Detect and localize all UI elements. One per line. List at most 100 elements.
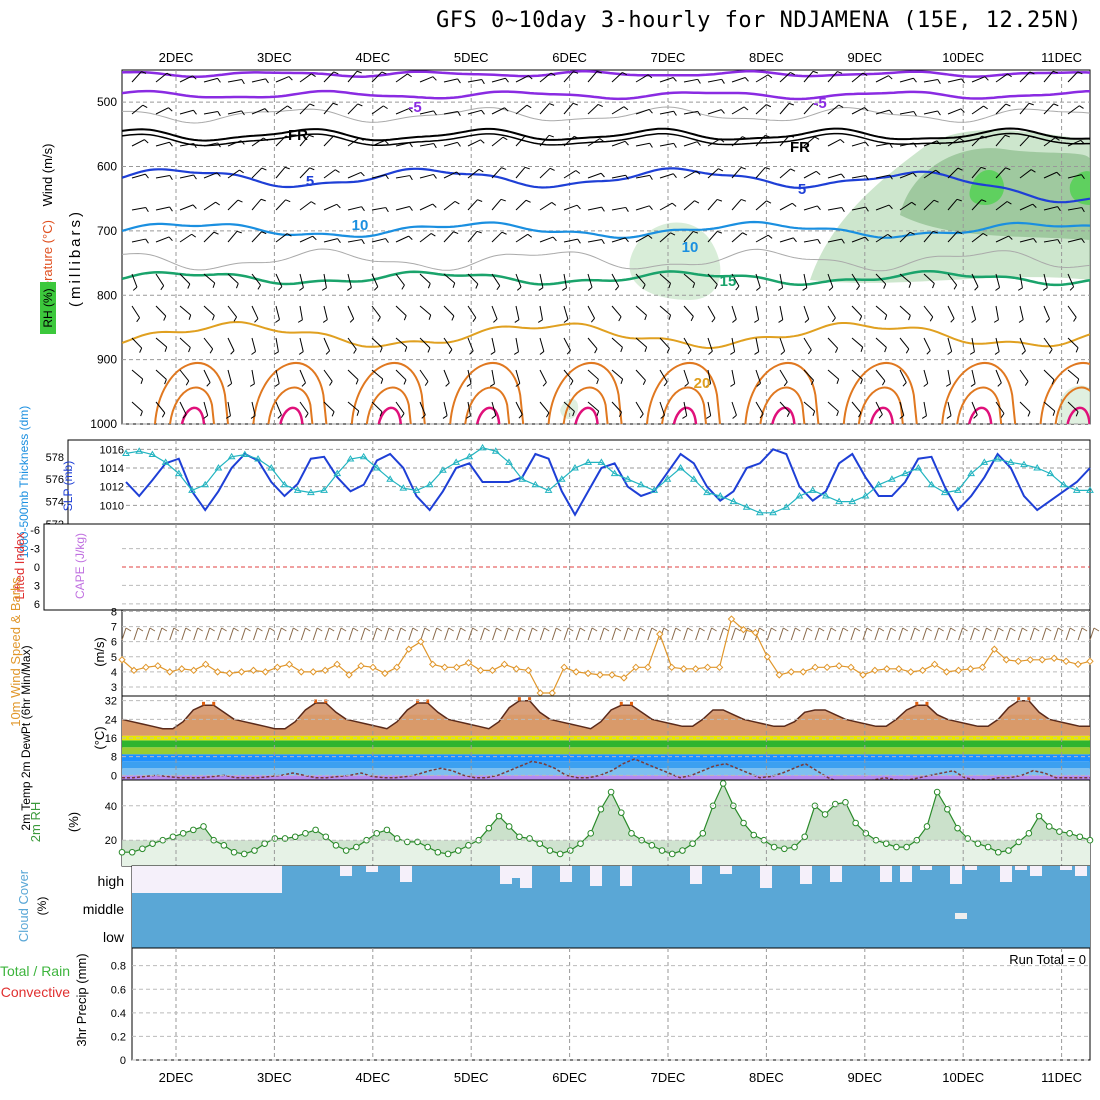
wind10-barb <box>133 627 139 641</box>
wind-barb-flag <box>309 103 315 107</box>
wind-barb-flag <box>625 207 629 212</box>
wind10-barb <box>778 627 784 641</box>
contour-5 <box>122 167 1090 204</box>
wind-barb <box>419 173 434 179</box>
wind-barb <box>875 401 883 415</box>
wind-barb <box>467 230 478 243</box>
upper-tick-label: 800 <box>97 288 117 302</box>
wind10-marker <box>632 663 640 672</box>
wind-barb <box>395 108 410 115</box>
wind-barb-flag <box>744 77 749 82</box>
contour-label: FR <box>790 139 810 156</box>
wind-barb-flag <box>452 282 456 288</box>
contour-25 <box>449 362 525 424</box>
wind-barb <box>779 135 790 147</box>
wind-barb <box>515 337 519 352</box>
wind-barb-flag <box>442 415 448 419</box>
wind-barb <box>299 273 304 288</box>
bottom-day-label: 4DEC <box>355 1070 390 1085</box>
wind10-barb-flag <box>854 627 861 632</box>
wind-barb-flag <box>790 168 796 172</box>
wind-barb <box>971 135 983 147</box>
wind-barb <box>755 234 769 243</box>
wind-barb-flag <box>216 172 221 177</box>
wind-barb <box>851 273 860 287</box>
contour-label: FR <box>288 127 308 144</box>
thickness-marker <box>769 508 777 516</box>
wind-barb-flag <box>969 351 975 355</box>
wind10-barb-flag <box>902 627 909 632</box>
wind10-marker <box>584 669 592 678</box>
wind-barb-flag <box>475 283 479 289</box>
wind-barb <box>947 78 962 83</box>
wind-barb-flag <box>265 78 269 84</box>
wind-barb <box>491 231 503 243</box>
contour-30 <box>365 386 412 424</box>
cloud-high-gap <box>965 866 977 870</box>
wind-barb <box>539 72 552 83</box>
wind-barb-flag <box>239 169 244 174</box>
wind-barb-flag <box>182 414 187 419</box>
wind-barb-flag <box>491 415 497 419</box>
wind-barb-flag <box>788 102 794 106</box>
wind10-barb-flag <box>508 627 514 632</box>
wind-barb <box>635 142 650 147</box>
wind10-barb-flag <box>448 627 454 632</box>
wind-barb <box>995 167 1006 179</box>
contour-minus5 <box>122 89 1090 101</box>
wind-barb-flag <box>140 378 144 384</box>
wind-barb-flag <box>525 135 531 138</box>
wind-barb <box>683 170 697 179</box>
wind-barb-flag <box>401 284 405 290</box>
wind10-marker <box>715 663 724 672</box>
upper-tick-label: 1000 <box>90 417 117 431</box>
wind-barb-flag <box>982 232 988 237</box>
cloud-high-gap <box>1030 866 1042 876</box>
wind-barb <box>611 206 626 211</box>
wind-barb-flag <box>933 199 939 203</box>
wind10-marker <box>154 662 162 670</box>
wind-barb-flag <box>708 350 713 355</box>
wind-barb-flag <box>663 381 668 387</box>
rh-marker <box>984 843 992 851</box>
wind10-barb-flag <box>1057 627 1064 632</box>
wind-barb <box>155 273 165 286</box>
wind-barb-flag <box>168 107 173 112</box>
wind-barb-flag <box>624 237 629 243</box>
rh-marker <box>291 833 299 841</box>
wind-barb <box>611 72 623 83</box>
thickness-marker <box>967 469 976 477</box>
wind-barb <box>251 198 262 211</box>
wind-barb-flag <box>1054 137 1060 141</box>
slp-frame <box>67 439 1091 525</box>
wind-barb <box>971 273 979 287</box>
wind-barb <box>923 140 938 147</box>
wind-barb <box>419 337 431 349</box>
wind-barb-flag <box>552 236 557 242</box>
wind10-barb <box>456 627 462 641</box>
thickness-marker <box>808 486 817 493</box>
wind-barb <box>1019 305 1024 320</box>
temp-band <box>122 775 1090 780</box>
rh-marker <box>1076 833 1084 841</box>
wind-barb <box>443 337 453 350</box>
wind-barb-flag <box>889 143 893 149</box>
wind-barb <box>851 174 866 179</box>
wind10-marker <box>440 663 449 672</box>
wind-barb <box>899 142 914 147</box>
wind-barb-flag <box>1032 203 1037 208</box>
wind10-barb-flag <box>830 627 837 632</box>
wind-barb <box>491 77 506 83</box>
wind10-marker <box>954 666 963 675</box>
wind-barb-flag <box>1073 317 1077 322</box>
thickness-marker <box>716 492 725 499</box>
wind-barb <box>683 78 698 83</box>
wind-barb <box>1043 369 1055 381</box>
wind-barb <box>707 273 718 285</box>
wind-barb-flag <box>1080 139 1085 145</box>
wind-barb-flag <box>732 318 737 323</box>
wind-barb <box>539 273 544 288</box>
cloud-high-gap <box>1075 866 1087 876</box>
wind-barb <box>1067 401 1079 413</box>
wind10-barb-flag <box>412 627 419 632</box>
